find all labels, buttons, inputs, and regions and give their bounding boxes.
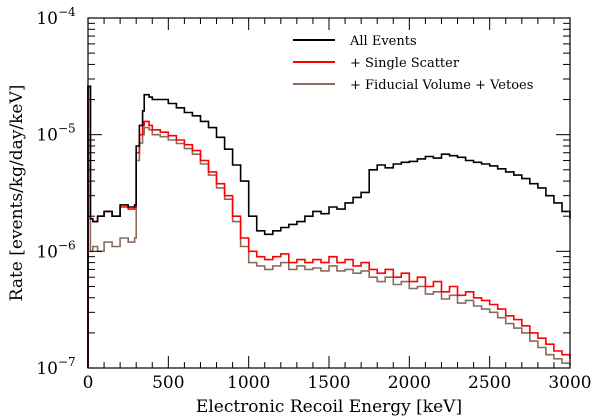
- y-tick-label: 10−4: [36, 5, 76, 29]
- x-tick-label: 3000: [548, 373, 591, 393]
- x-tick-label: 2000: [388, 373, 431, 393]
- x-tick-label: 1500: [307, 373, 350, 393]
- x-tick-label: 2500: [468, 373, 511, 393]
- y-tick-label: 10−6: [36, 238, 75, 262]
- x-tick-label: 500: [152, 373, 184, 393]
- legend-label-2: + Fiducial Volume + Vetoes: [350, 78, 533, 93]
- x-axis-label: Electronic Recoil Energy [keV]: [196, 397, 462, 416]
- series-layer: [87, 85, 571, 368]
- x-tick-label: 0: [83, 373, 94, 393]
- series-line-2: [87, 85, 571, 368]
- legend-label-1: + Single Scatter: [350, 56, 460, 71]
- y-axis-label: Rate [events/kg/day/keV]: [7, 85, 27, 302]
- x-tick-label: 1000: [227, 373, 270, 393]
- y-tick-label: 10−5: [36, 122, 75, 146]
- series-line-0: [87, 85, 571, 368]
- ticks-layer: 0 500 1000 1500 2000 2500 3000 10−7 10−6 10−5 10−4: [36, 5, 591, 393]
- legend-label-0: All Events: [349, 34, 417, 49]
- y-tick-label: 10−7: [36, 355, 75, 379]
- legend: All Events + Single Scatter + Fiducial Vol…: [293, 34, 533, 93]
- series-line-1: [87, 85, 571, 368]
